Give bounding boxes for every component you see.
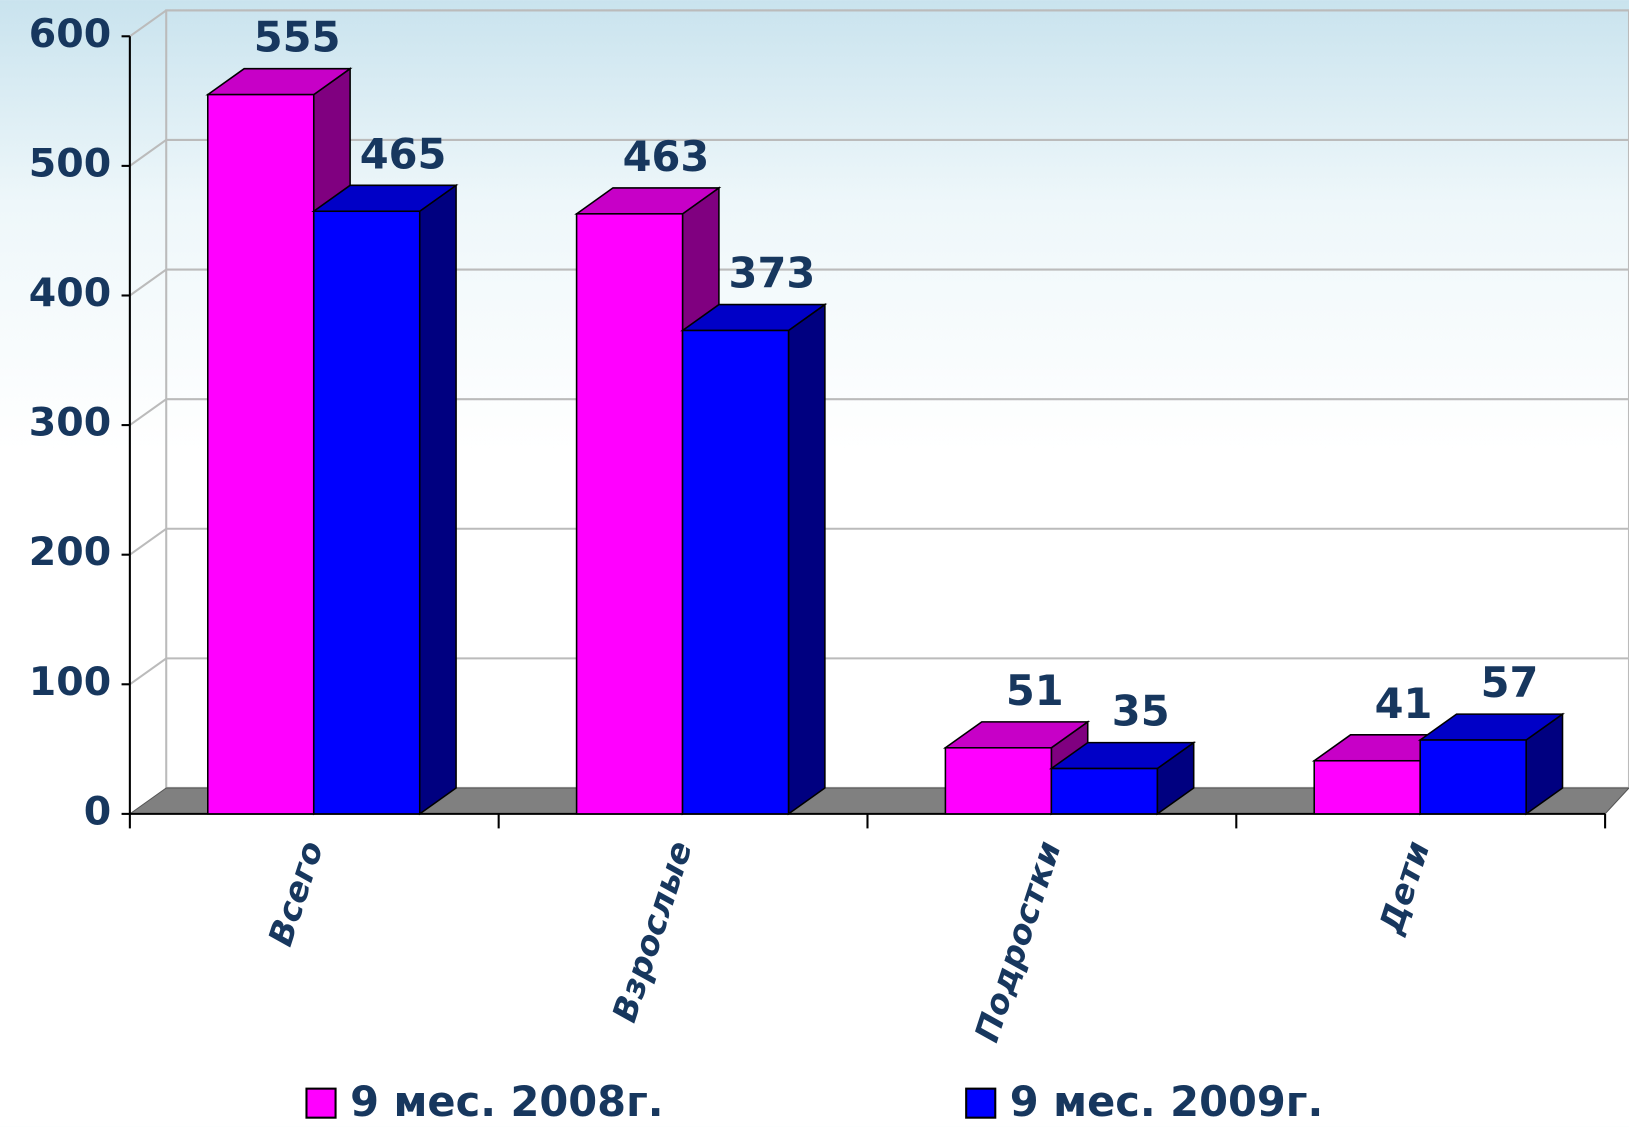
x-tick-label: Подростки [967,836,1069,1046]
grid-line [129,268,1629,297]
bar-side [787,303,826,816]
value-label: 465 [360,129,447,178]
x-tick-label: Всего [260,836,330,950]
legend-swatch [965,1087,997,1119]
value-label: 57 [1481,658,1539,707]
bar [1313,759,1421,815]
legend-label: 9 мес. 2008г. [350,1077,663,1126]
bar [1419,739,1527,815]
bar [575,213,684,815]
bar [207,93,315,815]
bar [1050,767,1159,815]
x-tick-label: Взрослые [605,836,700,1026]
grid-line [129,138,1629,167]
bar-side [418,183,457,816]
grid-line [129,527,1629,556]
y-tick-label: 200 [29,529,111,575]
legend-swatch [305,1087,337,1119]
y-tick-label: 400 [29,270,111,316]
y-tick-label: 100 [29,659,111,705]
value-label: 463 [623,132,710,181]
value-label: 41 [1375,679,1433,728]
value-label: 35 [1112,687,1170,736]
value-label: 373 [729,249,816,298]
bar [681,329,790,815]
legend-label: 9 мес. 2009г. [1010,1077,1323,1126]
grid-line [129,9,1629,38]
grid-line [129,398,1629,426]
bar [312,210,421,815]
grid-line [129,657,1629,686]
y-tick-label: 500 [29,140,111,186]
bar [944,747,1053,815]
y-tick-label: 300 [29,400,111,446]
value-label: 555 [254,13,341,62]
value-label: 51 [1006,666,1064,715]
y-tick-label: 600 [29,11,111,57]
y-tick-label: 0 [84,788,111,834]
x-tick-label: Дети [1371,836,1438,939]
